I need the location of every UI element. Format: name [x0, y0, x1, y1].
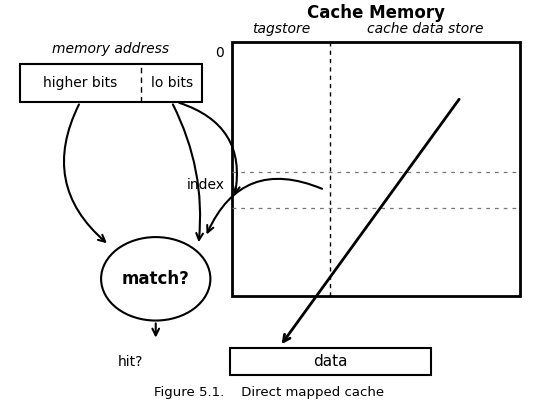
Bar [19, 64, 203, 102]
Bar [230, 348, 431, 375]
Text: 0: 0 [216, 46, 224, 60]
Text: tagstore: tagstore [252, 22, 310, 36]
Bar [232, 43, 520, 296]
Text: lo bits: lo bits [150, 76, 193, 90]
Text: match?: match? [122, 270, 190, 288]
Text: higher bits: higher bits [43, 76, 118, 90]
Text: index: index [186, 178, 224, 192]
Text: Cache Memory: Cache Memory [307, 4, 445, 22]
Text: hit?: hit? [118, 355, 143, 369]
Text: cache data store: cache data store [367, 22, 483, 36]
Text: data: data [313, 354, 348, 369]
Ellipse shape [101, 237, 210, 320]
Text: Figure 5.1.    Direct mapped cache: Figure 5.1. Direct mapped cache [155, 386, 384, 399]
Text: memory address: memory address [52, 42, 170, 56]
